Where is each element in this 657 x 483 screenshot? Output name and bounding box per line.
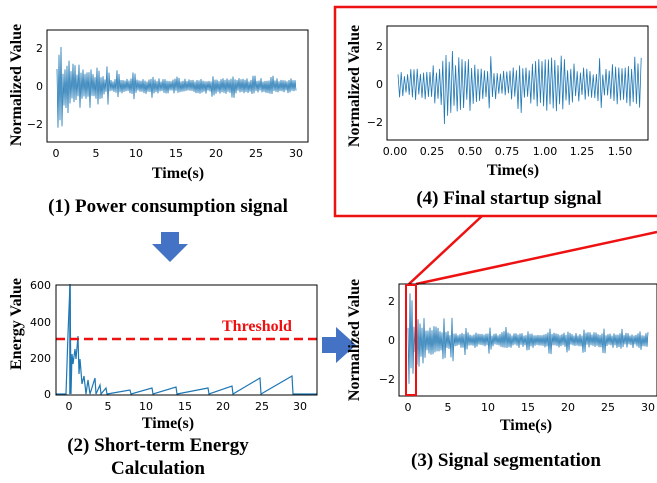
p4-xtick: 0.75: [495, 145, 520, 158]
p4-ytick: 2: [376, 40, 383, 53]
p3-yticks: 2 0 −2: [379, 295, 395, 386]
p2-caption-line1: (2) Short-term Energy: [67, 435, 249, 456]
p4-caption: (4) Final startup signal: [416, 188, 601, 209]
panel-final-startup: Normalized Value 2 0 −2 0.00 0.25 0.50 0…: [333, 5, 657, 218]
p4-ytick: 0: [376, 78, 383, 91]
p4-xtick: 1.25: [570, 145, 595, 158]
p4-ytick: −2: [367, 116, 383, 129]
p4-xtick: 1.50: [608, 145, 633, 158]
p1-caption: (1) Power consumption signal: [48, 196, 288, 217]
panel-power-consumption: Normalized Value 2 0 −2 0 5 10 15 20 25 …: [8, 24, 309, 217]
p2-xtick: 30: [293, 400, 307, 413]
p3-xtick: 10: [481, 401, 495, 414]
p1-ylabel: Normalized Value: [8, 24, 25, 146]
p3-xlabel: Time(s): [500, 417, 552, 434]
energy-path: [56, 283, 317, 396]
p2-yticks: 600 400 200 0: [30, 279, 51, 401]
p1-xtick: 25: [249, 147, 263, 160]
p1-plot-frame: [46, 29, 309, 143]
panel-signal-segmentation: Normalized Value 2 0 −2 0 5 10 15 20 25 …: [346, 279, 657, 471]
p2-ytick: 0: [44, 388, 51, 401]
p3-waveform: [407, 293, 649, 384]
p4-waveform: [397, 50, 642, 125]
p4-xticks: 0.00 0.25 0.50 0.75 1.00 1.25 1.50: [383, 145, 633, 158]
p3-ytick: 2: [388, 295, 395, 308]
p3-xtick: 20: [561, 401, 575, 414]
p1-xtick: 5: [93, 147, 100, 160]
p3-xtick: 5: [445, 401, 452, 414]
p4-xtick: 1.00: [533, 145, 558, 158]
p2-xlabel: Time(s): [142, 415, 194, 432]
p4-xtick: 0.25: [420, 145, 445, 158]
waveform-path: [407, 293, 649, 384]
p2-xtick: 0: [66, 400, 73, 413]
p1-xtick: 0: [53, 147, 60, 160]
p3-xtick: 0: [405, 401, 412, 414]
p2-ytick: 600: [30, 279, 51, 292]
p1-xlabel: Time(s): [152, 165, 204, 182]
panel-short-term-energy: Energy Value 600 400 200 0 Threshold 0 5…: [8, 278, 318, 479]
p2-plot-frame: [55, 284, 318, 396]
p1-ytick: 2: [36, 42, 43, 55]
down-arrow-icon: [152, 232, 188, 262]
p3-ytick: 0: [388, 334, 395, 347]
p4-xlabel: Time(s): [487, 162, 539, 179]
p1-waveform: [56, 46, 297, 128]
zoom-connector-left: [408, 215, 483, 285]
p2-caption-line2: Calculation: [111, 458, 205, 479]
right-arrow-icon: [322, 327, 356, 363]
p1-xtick: 15: [169, 147, 183, 160]
p4-xtick: 0.50: [458, 145, 483, 158]
p3-caption: (3) Signal segmentation: [411, 450, 601, 471]
p3-xtick: 30: [641, 401, 655, 414]
p2-xtick: 20: [216, 400, 230, 413]
p4-ylabel: Normalized Value: [346, 25, 363, 147]
p2-xtick: 25: [255, 400, 269, 413]
p4-xtick: 0.00: [383, 145, 408, 158]
p2-ylabel: Energy Value: [8, 278, 25, 370]
p3-xticks: 0 5 10 15 20 25 30: [405, 401, 656, 414]
p4-plot-frame: [386, 25, 649, 141]
p2-xtick: 5: [105, 400, 112, 413]
threshold-label: Threshold: [222, 318, 292, 335]
p1-yticks: 2 0 −2: [27, 42, 43, 131]
p1-xtick: 30: [289, 147, 303, 160]
p2-ytick: 200: [30, 352, 51, 365]
p3-ylabel: Normalized Value: [346, 279, 363, 401]
p4-yticks: 2 0 −2: [367, 40, 383, 129]
waveform-path: [56, 46, 297, 128]
p2-xtick: 15: [178, 400, 192, 413]
zoom-highlight-box: [333, 5, 657, 218]
segment-highlight-box: [405, 284, 417, 396]
p1-xtick: 10: [129, 147, 143, 160]
p1-ytick: −2: [27, 118, 43, 131]
p3-xtick: 15: [521, 401, 535, 414]
p3-xtick: 25: [601, 401, 615, 414]
p2-xtick: 10: [139, 400, 153, 413]
p2-ytick: 400: [30, 316, 51, 329]
p1-ytick: 0: [36, 80, 43, 93]
p3-ytick: −2: [379, 373, 395, 386]
zoom-connector-right: [415, 230, 657, 286]
p3-plot-frame: [398, 283, 657, 397]
p2-xticks: 0 5 10 15 20 25 30: [66, 400, 308, 413]
p1-xtick: 20: [209, 147, 223, 160]
waveform-path: [397, 50, 642, 125]
p1-xticks: 0 5 10 15 20 25 30: [53, 147, 304, 160]
